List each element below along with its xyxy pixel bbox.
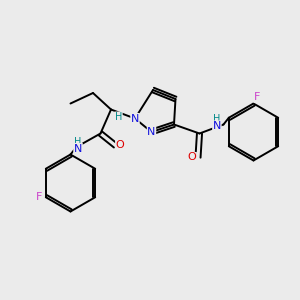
Text: H: H <box>115 112 122 122</box>
Text: H: H <box>74 136 82 147</box>
Text: N: N <box>213 121 221 131</box>
Text: O: O <box>188 152 196 163</box>
Text: F: F <box>36 192 42 202</box>
Text: N: N <box>147 127 156 137</box>
Text: N: N <box>131 113 139 124</box>
Text: O: O <box>116 140 124 151</box>
Text: N: N <box>74 143 82 154</box>
Text: H: H <box>213 114 220 124</box>
Text: F: F <box>254 92 260 103</box>
